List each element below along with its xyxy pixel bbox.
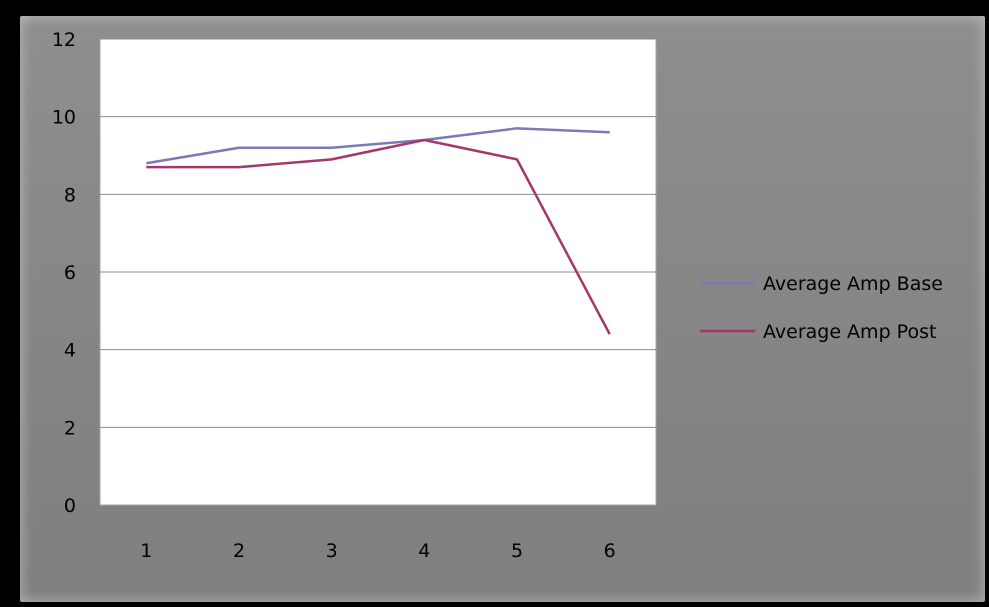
x-tick-label: 4 [418,540,430,562]
series-lines [146,127,611,335]
y-tick-label: 4 [64,340,76,362]
gridlines [100,38,656,428]
x-tick-label: 1 [140,540,152,562]
x-tick-label: 6 [604,540,616,562]
y-tick-label: 0 [64,495,76,517]
y-tick-label: 8 [64,184,76,206]
legend: Average Amp Base Average Amp Post [700,273,943,343]
series-line-2 [146,138,611,335]
y-axis-tick-labels: 0 2 4 6 8 10 12 [52,29,76,517]
y-tick-label: 10 [52,107,76,129]
x-tick-label: 5 [511,540,523,562]
series-line-1 [146,127,610,165]
y-tick-label: 12 [52,29,76,51]
y-tick-label: 6 [64,262,76,284]
x-axis-tick-labels: 1 2 3 4 5 6 [140,540,615,562]
x-tick-label: 2 [233,540,245,562]
legend-label: Average Amp Base [763,273,943,295]
x-tick-label: 3 [326,540,338,562]
legend-label: Average Amp Post [763,321,936,343]
y-tick-label: 2 [64,417,76,439]
